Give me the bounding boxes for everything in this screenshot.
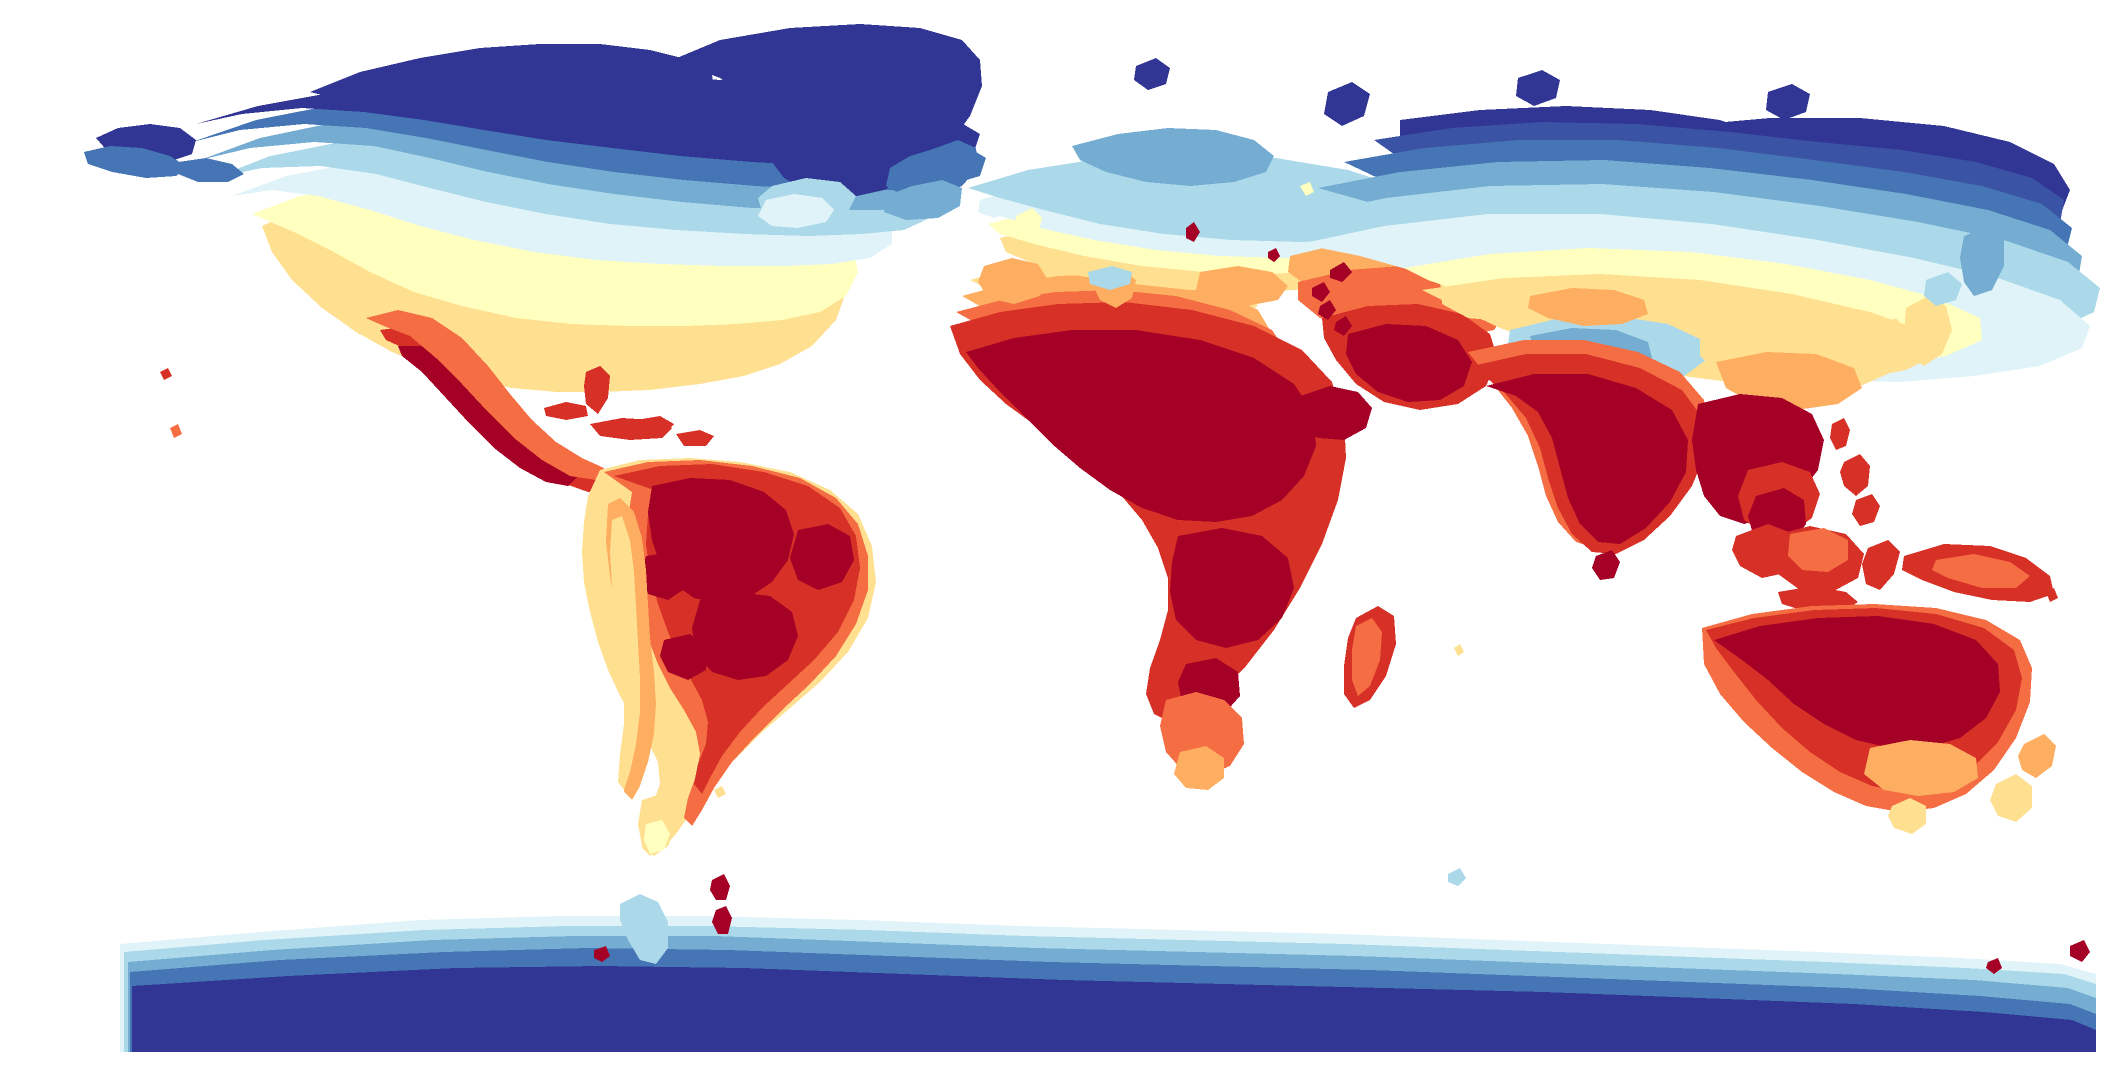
- band-madagascar-warm: [1352, 618, 1382, 696]
- band-uk-cool: [1014, 208, 1042, 238]
- region-small-islands: [160, 58, 2058, 886]
- band-speck-caspian-2: [1312, 282, 1330, 302]
- band-tasmania: [1888, 798, 1926, 834]
- band-speck-kerguelen: [1448, 868, 1466, 886]
- band-horn-africa: [1300, 386, 1372, 440]
- region-asia: [1300, 106, 2100, 410]
- band-caribbean-2: [676, 430, 714, 446]
- band-korea: [1878, 318, 1906, 354]
- band-antarctic-speck-3: [1986, 958, 2002, 974]
- band-speck-caucasus: [1186, 222, 1200, 242]
- band-mexico-warm: [366, 310, 604, 480]
- band-newguinea-warm: [1932, 554, 2030, 588]
- region-antarctica: [120, 874, 2096, 1052]
- band-newsiberian: [1766, 84, 1810, 120]
- region-europe: [968, 128, 1428, 308]
- band-aleutians-2: [178, 158, 244, 182]
- band-antarctic-peninsula: [620, 894, 668, 964]
- band-patagonia-tip: [644, 820, 670, 854]
- band-sa-hottest-2: [692, 592, 798, 680]
- band-speck-pacific-3: [2046, 588, 2058, 602]
- band-alps-cool: [1088, 266, 1132, 290]
- band-europe-lightblue: [968, 154, 1428, 242]
- band-borneo-warm: [1788, 528, 1848, 572]
- band-speck-pacific-1: [170, 424, 182, 438]
- band-speck-cuba-east: [636, 416, 674, 434]
- band-greenland-edge1: [886, 140, 978, 196]
- band-philippines-2: [1852, 494, 1880, 526]
- band-newzealand-s: [1990, 774, 2032, 822]
- band-severnaya-zemlya: [1516, 70, 1560, 106]
- band-scandinavia-cold: [1072, 128, 1274, 186]
- region-south-america: [582, 458, 876, 856]
- band-japan: [1904, 296, 1952, 366]
- band-caribbean-3: [544, 402, 588, 420]
- band-sa-hottest-4: [640, 552, 688, 600]
- band-safrica-cool: [1174, 746, 1224, 790]
- band-novaya-zemlya: [1324, 82, 1370, 126]
- band-sa-hottest-5: [660, 634, 708, 680]
- band-taiwan: [1830, 418, 1850, 450]
- band-greenland-deep: [672, 24, 982, 198]
- band-india-hottest: [1486, 374, 1688, 544]
- band-newzealand-n: [2018, 734, 2056, 778]
- band-arabia-hottest: [1346, 324, 1472, 402]
- band-speck-pacific-2: [1300, 182, 1314, 196]
- band-arctic-deep: [310, 44, 714, 126]
- band-andes-cold: [610, 516, 640, 790]
- band-kamchatka: [1960, 226, 2004, 296]
- band-iberia-warm: [978, 258, 1048, 304]
- band-speck-anatolia: [1268, 248, 1280, 262]
- band-antarctica-deep: [132, 966, 2096, 1052]
- region-maritime-se-asia: [1732, 418, 2054, 612]
- region-africa: [950, 258, 1396, 790]
- band-sa-hottest-3: [790, 524, 854, 590]
- band-aus-se-cool: [1864, 740, 1978, 796]
- band-antarctic-speck-1: [594, 946, 610, 962]
- band-africa-hottest-2: [1170, 528, 1294, 648]
- band-speck-indianocean: [1454, 644, 1464, 656]
- band-speck-caspian-3: [1318, 300, 1336, 320]
- band-speck-caspian-4: [1334, 316, 1352, 336]
- band-florida: [584, 366, 610, 414]
- band-speck-hawaii: [160, 368, 172, 380]
- band-speck-caspian-1: [1330, 262, 1352, 282]
- band-mexico-hotter: [398, 346, 578, 486]
- band-sahara-hottest: [966, 330, 1316, 522]
- band-balkans-warm: [1196, 266, 1288, 306]
- band-antarctic-speck-2: [2070, 940, 2090, 962]
- band-antarctic-peninsula-tip: [710, 874, 730, 900]
- region-australia: [1702, 604, 2056, 834]
- band-greenland-edge4: [758, 194, 834, 228]
- band-srilanka: [1592, 550, 1620, 580]
- region-alaska: [84, 124, 244, 182]
- band-greenland-edge2: [884, 180, 962, 220]
- band-svalbard: [1134, 58, 1170, 90]
- band-aleutians: [84, 146, 186, 178]
- region-central-america: [366, 310, 714, 492]
- band-aus-hottest-core: [1726, 628, 1938, 718]
- band-speck-falkland: [714, 786, 726, 798]
- band-philippines-1: [1840, 454, 1870, 496]
- band-nwchina-warm: [1528, 288, 1648, 326]
- band-antarctic-peninsula-mid: [712, 906, 732, 934]
- band-sulawesi: [1862, 540, 1900, 590]
- band-japan-n: [1924, 272, 1962, 306]
